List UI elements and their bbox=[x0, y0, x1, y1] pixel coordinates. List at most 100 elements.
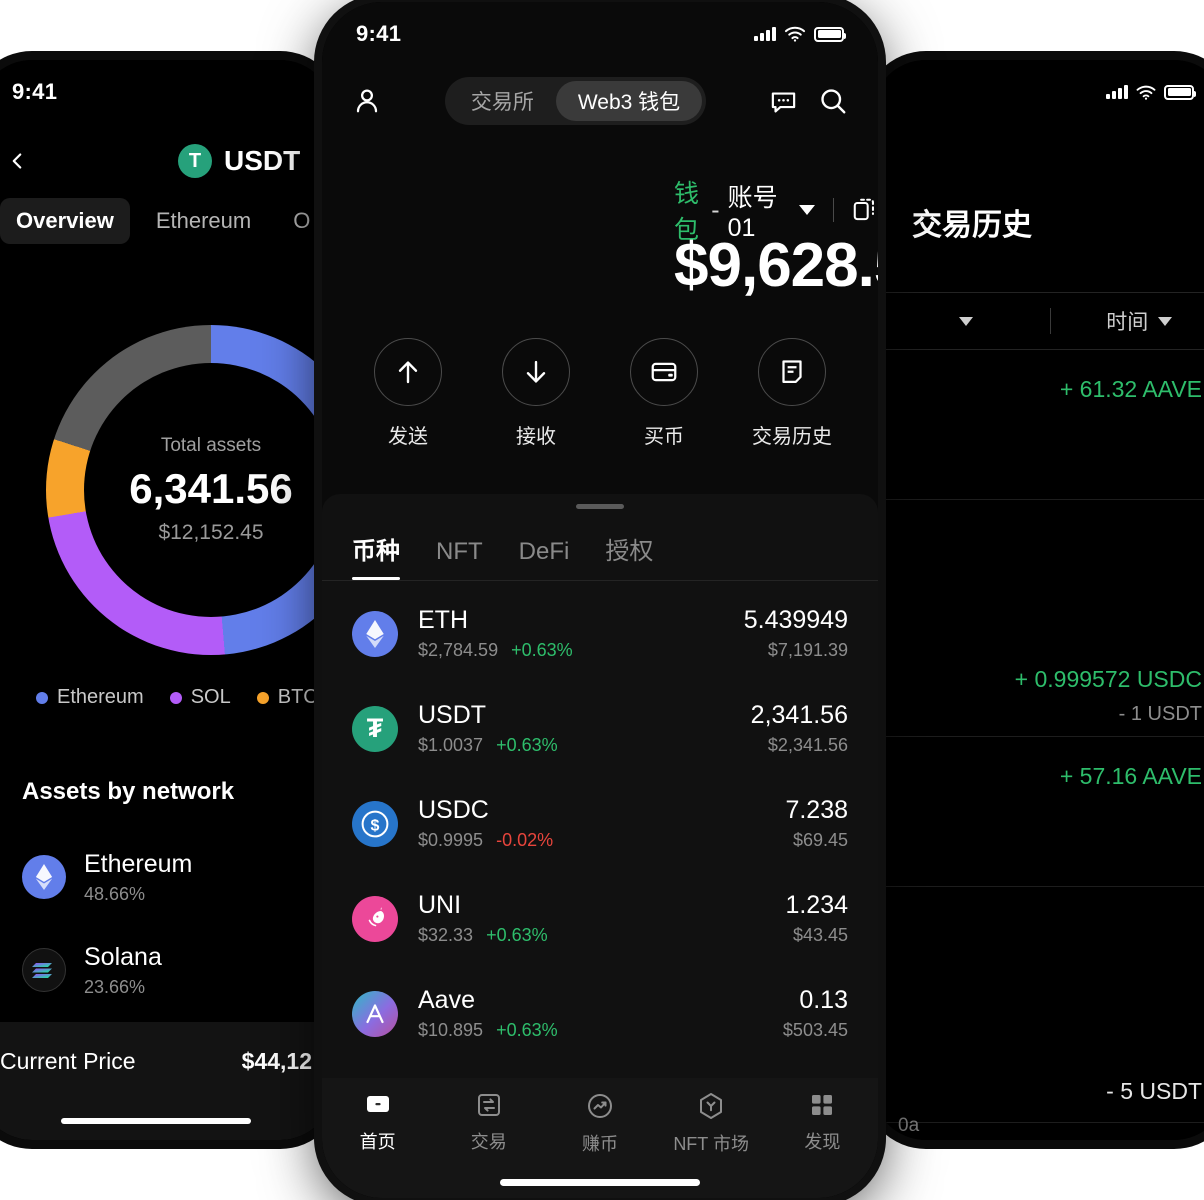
nav-home-label: 首页 bbox=[359, 1132, 396, 1152]
list-item[interactable]: ETH $2,784.59 +0.63% 5.439949 $7,191.39 bbox=[322, 586, 878, 681]
token-price: $0.9995 bbox=[418, 830, 484, 851]
tab-approvals[interactable]: 授权 bbox=[605, 538, 654, 565]
nav-earn-label: 赚币 bbox=[581, 1134, 618, 1154]
left-status-bar: 9:41 bbox=[0, 60, 334, 124]
token-balance: 7.238 $69.45 bbox=[785, 796, 848, 852]
legend-item-btc: BTC bbox=[256, 686, 318, 709]
token-amount: 2,341.56 bbox=[750, 700, 848, 729]
token-amount: 1.234 bbox=[785, 890, 848, 919]
receive-button[interactable]: 接收 bbox=[481, 338, 591, 449]
send-button[interactable]: 发送 bbox=[353, 338, 463, 449]
credit-card-icon bbox=[630, 338, 698, 406]
token-change: +0.63% bbox=[511, 640, 573, 661]
asset-tab-bar: 币种 NFT DeFi 授权 bbox=[322, 509, 878, 581]
mode-segmented-control: 交易所 Web3 钱包 bbox=[444, 77, 707, 125]
table-row[interactable]: + 61.32 AAVE bbox=[872, 350, 1204, 500]
wallet-divider bbox=[833, 198, 834, 222]
network-percent: 23.66% bbox=[84, 976, 146, 997]
quick-actions: 发送 接收 bbox=[322, 338, 878, 449]
list-item[interactable]: Aave $10.895 +0.63% 0.13 $503.45 bbox=[322, 966, 878, 1061]
list-item[interactable]: Ethereum 48.66% bbox=[22, 830, 314, 923]
chevron-down-icon bbox=[958, 316, 973, 326]
chevron-left-icon[interactable] bbox=[4, 148, 30, 174]
battery-icon bbox=[814, 26, 846, 42]
sheet-grabber[interactable] bbox=[576, 504, 624, 509]
table-row[interactable]: - 5 USDT 0a bbox=[872, 887, 1204, 1136]
token-change: +0.63% bbox=[496, 1020, 558, 1041]
swap-icon bbox=[474, 1090, 504, 1120]
filter-time[interactable]: 时间 bbox=[1051, 293, 1204, 349]
tx-amount: - 5 USDT bbox=[1106, 1078, 1202, 1104]
total-balance: $9,628.52 bbox=[674, 231, 878, 300]
status-indicators bbox=[1106, 84, 1196, 100]
list-item[interactable]: UNI $32.33 +0.63% 1.234 $43.45 bbox=[322, 871, 878, 966]
person-icon[interactable] bbox=[352, 86, 382, 116]
page-title: 交易历史 bbox=[912, 209, 1032, 242]
tab-overview[interactable]: Overview bbox=[0, 198, 130, 244]
list-item[interactable]: Solana 23.66% bbox=[22, 923, 314, 1016]
tab-other[interactable]: O bbox=[293, 208, 311, 233]
aave-icon bbox=[352, 990, 398, 1037]
table-row[interactable]: + 5 USDT ba86 bbox=[872, 1123, 1204, 1140]
token-price-row: $0.9995 -0.02% bbox=[418, 830, 765, 851]
token-info: Aave $10.895 +0.63% bbox=[418, 986, 763, 1042]
list-item[interactable]: ₮ USDT $1.0037 +0.63% 2,341.56 $2,341.56 bbox=[322, 681, 878, 776]
legend-label: Ethereum bbox=[57, 686, 144, 708]
copy-icon[interactable] bbox=[852, 196, 878, 224]
buy-crypto-button[interactable]: 买币 bbox=[609, 338, 719, 449]
current-price-label: Current Price bbox=[0, 1048, 136, 1074]
mid-header-actions bbox=[769, 86, 848, 116]
ethereum-icon bbox=[22, 854, 66, 899]
token-balance: 0.13 $503.45 bbox=[783, 986, 848, 1042]
network-percent: 48.66% bbox=[84, 883, 146, 904]
tab-nft[interactable]: NFT bbox=[436, 538, 483, 565]
nav-earn[interactable]: 赚币 bbox=[550, 1090, 650, 1156]
list-item[interactable]: $ USDC $0.9995 -0.02% 7.238 $69.45 bbox=[322, 776, 878, 871]
token-symbol: UNI bbox=[418, 890, 462, 919]
nav-discover[interactable]: 发现 bbox=[772, 1090, 872, 1154]
legend-label: SOL bbox=[190, 686, 231, 708]
network-name: Solana bbox=[84, 942, 162, 971]
transaction-history-button[interactable]: 交易历史 bbox=[737, 338, 847, 449]
chevron-down-icon bbox=[1158, 316, 1173, 326]
table-row[interactable]: + 57.16 AAVE bbox=[872, 737, 1204, 887]
document-icon bbox=[758, 338, 826, 406]
wallet-account-selector[interactable]: 钱包 - 账号 01 bbox=[674, 174, 878, 246]
token-change: +0.63% bbox=[486, 925, 548, 946]
nav-nft-market-label: NFT 市场 bbox=[673, 1134, 749, 1154]
grid-icon bbox=[807, 1090, 837, 1120]
signal-icon bbox=[1106, 85, 1128, 99]
svg-text:$: $ bbox=[371, 817, 380, 834]
mid-status-bar: 9:41 bbox=[322, 2, 878, 66]
bottom-navigation: 首页 交易 bbox=[322, 1078, 878, 1198]
token-symbol: ETH bbox=[418, 605, 468, 634]
tab-coins[interactable]: 币种 bbox=[352, 531, 400, 580]
token-info: USDC $0.9995 -0.02% bbox=[418, 796, 765, 852]
segment-web3-wallet[interactable]: Web3 钱包 bbox=[555, 81, 703, 121]
token-change: +0.63% bbox=[496, 735, 558, 756]
token-info: USDT $1.0037 +0.63% bbox=[418, 701, 731, 757]
earn-chart-icon bbox=[584, 1090, 616, 1122]
tab-ethereum[interactable]: Ethereum bbox=[155, 208, 252, 233]
token-price: $10.895 bbox=[418, 1020, 484, 1041]
nav-nft-market[interactable]: NFT 市场 bbox=[661, 1090, 761, 1156]
nav-trade[interactable]: 交易 bbox=[439, 1090, 539, 1154]
token-value: $503.45 bbox=[782, 1020, 848, 1041]
token-price-row: $2,784.59 +0.63% bbox=[418, 640, 724, 661]
mid-phone-screen: 9:41 bbox=[322, 2, 878, 1198]
network-name: Ethereum bbox=[84, 849, 193, 878]
assets-donut-chart: Total assets 6,341.56 $12,152.45 bbox=[46, 325, 334, 655]
chat-bubble-icon[interactable] bbox=[769, 87, 798, 116]
tab-defi[interactable]: DeFi bbox=[518, 538, 570, 565]
assets-by-network-title: Assets by network bbox=[22, 778, 235, 805]
segment-exchange[interactable]: 交易所 bbox=[470, 91, 534, 114]
search-icon[interactable] bbox=[818, 86, 848, 116]
tx-hash: 0a bbox=[898, 1115, 920, 1136]
table-row[interactable]: + 0.999572 USDC - 1 USDT bbox=[872, 500, 1204, 737]
legend-dot bbox=[256, 691, 269, 704]
filter-type[interactable] bbox=[872, 293, 1050, 349]
nft-hex-icon bbox=[695, 1090, 727, 1122]
legend-item-ethereum: Ethereum bbox=[36, 686, 144, 709]
nav-home[interactable]: 首页 bbox=[328, 1090, 428, 1154]
left-page-title: T USDT bbox=[178, 144, 300, 178]
